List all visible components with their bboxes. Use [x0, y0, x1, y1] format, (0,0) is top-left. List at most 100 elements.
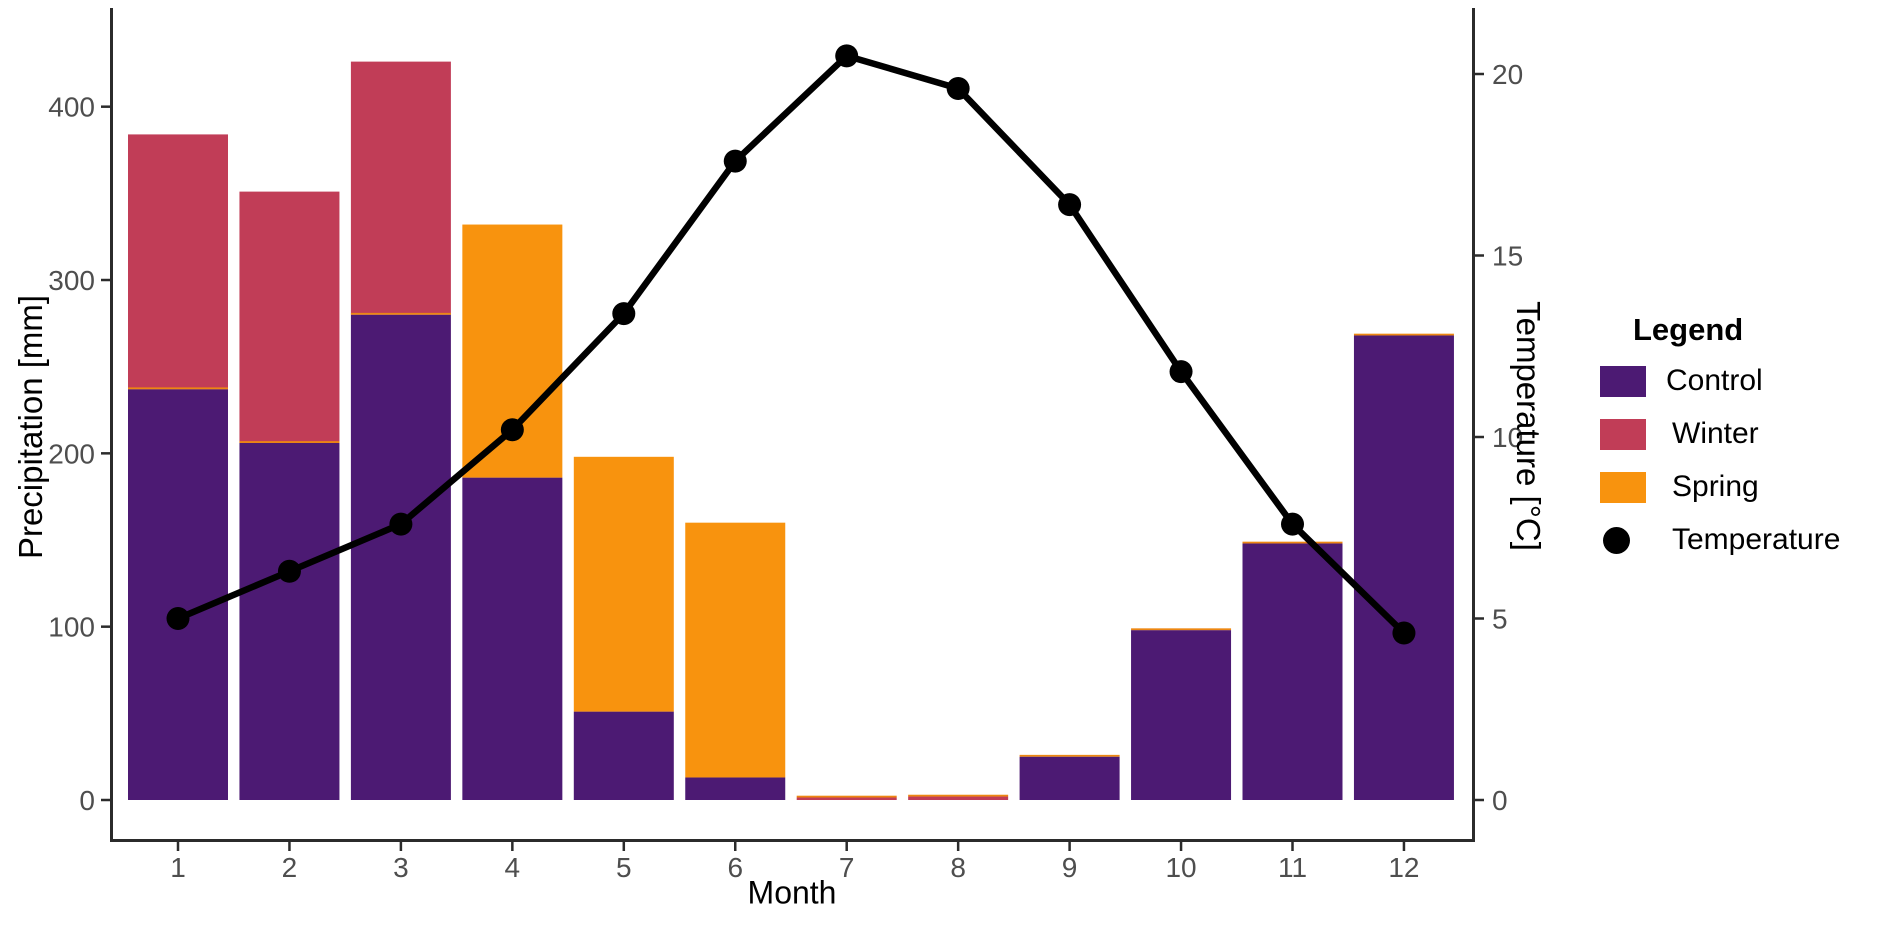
temperature-dot-icon: [1600, 525, 1646, 556]
control-swatch-icon: [1600, 365, 1646, 397]
bar-segment-winter-month-3[interactable]: [350, 61, 451, 315]
bar-outline-month-3: [350, 312, 451, 315]
left-axis-line: [110, 8, 113, 839]
legend-item-label: Winter: [1672, 417, 1759, 450]
x-tick-label-month-11: 11: [1278, 852, 1307, 883]
bar-segment-control-month-4[interactable]: [462, 477, 563, 800]
temperature-point-month-8[interactable]: [946, 77, 970, 101]
bar-segment-control-month-9[interactable]: [1019, 756, 1120, 800]
x-tick: [1291, 842, 1294, 851]
right-tick-label: 15: [1492, 241, 1523, 272]
bar-segment-control-month-6[interactable]: [685, 777, 786, 800]
x-tick-label-month-5: 5: [616, 852, 632, 883]
legend-item-label: Temperature: [1672, 523, 1841, 556]
x-tick: [845, 842, 848, 851]
legend-item-spring[interactable]: Spring: [1600, 470, 1840, 504]
spring-swatch-icon: [1600, 471, 1646, 503]
left-tick-label: 200: [48, 438, 95, 469]
x-axis-title-month: Month: [747, 874, 837, 911]
left-tick: [101, 452, 110, 455]
temperature-point-month-1[interactable]: [166, 607, 190, 630]
x-tick-label-month-6: 6: [727, 852, 743, 883]
y-axis-title-temperature: Temperature [°C]: [1510, 301, 1547, 551]
right-tick: [1475, 254, 1484, 257]
x-tick-label-month-10: 10: [1165, 852, 1196, 883]
temperature-point-month-7[interactable]: [835, 44, 859, 68]
x-tick: [622, 842, 626, 851]
temperature-point-month-4[interactable]: [500, 418, 524, 442]
left-tick-label: 300: [48, 265, 95, 296]
bottom-axis-line: [110, 839, 1475, 842]
bar-segment-control-month-10[interactable]: [1131, 630, 1232, 800]
bar-segment-winter-month-1[interactable]: [128, 134, 228, 390]
x-tick-label-month-7: 7: [839, 852, 855, 883]
x-tick-label-month-9: 9: [1062, 852, 1078, 883]
legend-title: Legend: [1633, 312, 1744, 347]
temperature-point-month-10[interactable]: [1169, 360, 1193, 384]
bar-segment-control-month-11[interactable]: [1242, 543, 1343, 800]
right-tick: [1475, 72, 1484, 76]
legend-item-label: Spring: [1672, 470, 1759, 503]
right-tick-label: 10: [1492, 422, 1523, 453]
x-tick: [511, 842, 514, 851]
right-axis-line: [1472, 8, 1475, 839]
x-tick: [288, 842, 291, 851]
x-tick: [1179, 842, 1183, 851]
right-tick-label: 20: [1492, 59, 1523, 90]
bar-segment-control-month-1[interactable]: [128, 389, 228, 800]
x-tick: [399, 842, 403, 851]
x-tick: [1068, 842, 1071, 851]
temperature-point-month-12[interactable]: [1392, 621, 1416, 645]
left-tick: [101, 278, 110, 282]
x-tick: [1402, 842, 1406, 851]
bar-outline-month-11: [1242, 541, 1343, 544]
bar-segment-control-month-12[interactable]: [1353, 335, 1454, 800]
bar-outline-month-7: [796, 795, 897, 798]
legend-item-label: Control: [1666, 364, 1763, 397]
bar-outline-month-9: [1019, 754, 1120, 757]
right-tick: [1475, 617, 1484, 620]
right-tick-label: 5: [1492, 604, 1508, 635]
x-tick-label-month-2: 2: [282, 852, 298, 883]
temperature-point-month-2[interactable]: [277, 559, 301, 583]
legend: Legend Control Winter Spring Temperature: [1600, 312, 1840, 576]
x-tick: [176, 842, 180, 851]
temperature-point-month-5[interactable]: [612, 302, 636, 326]
x-tick-label-month-12: 12: [1388, 852, 1419, 883]
left-tick-label: 100: [48, 612, 95, 643]
bar-segment-winter-month-7[interactable]: [796, 797, 897, 801]
left-tick: [101, 625, 110, 628]
winter-swatch-icon: [1600, 418, 1646, 450]
x-tick-label-month-1: 1: [170, 852, 186, 883]
right-tick-label: 0: [1492, 785, 1508, 816]
left-tick: [101, 798, 110, 802]
x-tick-label-month-4: 4: [505, 852, 521, 883]
left-tick: [101, 105, 110, 108]
bar-segment-winter-month-8[interactable]: [908, 796, 1009, 800]
left-tick-label: 400: [48, 92, 95, 123]
right-tick: [1475, 435, 1484, 439]
temperature-point-month-11[interactable]: [1281, 512, 1304, 536]
bar-outline-month-8: [908, 794, 1009, 797]
bar-outline-month-1: [128, 387, 228, 390]
y-axis-title-precipitation: Precipitation [mm]: [12, 294, 49, 560]
left-tick-label: 0: [79, 785, 95, 816]
bar-segment-control-month-3[interactable]: [350, 314, 451, 800]
legend-item-winter[interactable]: Winter: [1600, 417, 1840, 451]
bar-segment-control-month-2[interactable]: [239, 442, 340, 800]
x-tick-label-month-8: 8: [950, 852, 966, 883]
bar-outline-month-2: [239, 441, 340, 443]
bar-segment-spring-month-6[interactable]: [685, 522, 786, 778]
bar-segment-spring-month-5[interactable]: [573, 456, 674, 712]
temperature-point-month-3[interactable]: [389, 512, 413, 536]
bar-outline-month-10: [1131, 628, 1232, 631]
temperature-point-month-9[interactable]: [1058, 193, 1082, 217]
bar-segment-winter-month-2[interactable]: [239, 191, 340, 443]
temperature-point-month-6[interactable]: [723, 149, 747, 173]
bar-segment-control-month-5[interactable]: [573, 711, 674, 800]
legend-item-control[interactable]: Control: [1600, 364, 1840, 398]
x-tick-label-month-3: 3: [393, 852, 409, 883]
legend-item-temperature[interactable]: Temperature: [1600, 523, 1840, 557]
right-tick: [1475, 798, 1484, 802]
